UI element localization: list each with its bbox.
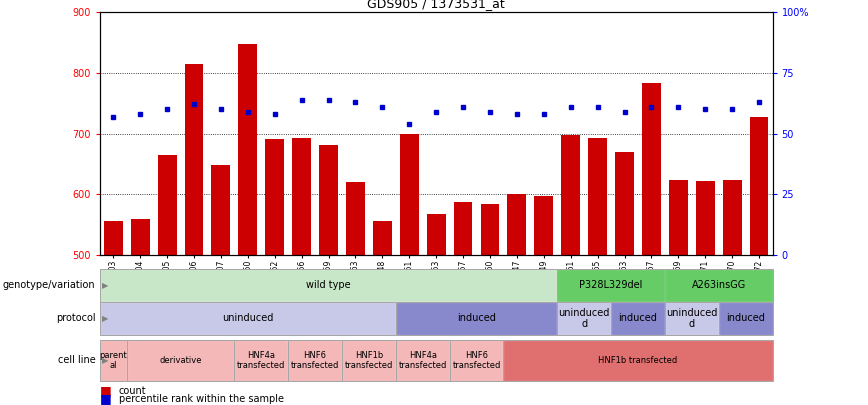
Bar (100, 302, 396, 335)
Bar (642, 83, 661, 255)
Text: P328L329del: P328L329del (579, 280, 643, 290)
Bar (127, 340, 234, 381)
Bar (427, 214, 445, 255)
Text: wild type: wild type (306, 280, 351, 290)
Bar (100, 269, 557, 302)
Bar (288, 340, 342, 381)
Bar (288, 340, 342, 381)
Title: GDS905 / 1373531_at: GDS905 / 1373531_at (367, 0, 505, 10)
Bar (158, 155, 176, 255)
Bar (234, 340, 288, 381)
Bar (750, 117, 768, 255)
Bar (562, 135, 580, 255)
Bar (342, 340, 396, 381)
Bar (557, 269, 665, 302)
Text: HNF6
transfected: HNF6 transfected (452, 351, 501, 370)
Bar (346, 182, 365, 255)
Text: genotype/variation: genotype/variation (3, 280, 95, 290)
Bar (396, 302, 557, 335)
Bar (503, 340, 773, 381)
Bar (535, 196, 553, 255)
Bar (100, 302, 396, 335)
Bar (557, 302, 611, 335)
Bar (396, 340, 450, 381)
Bar (100, 340, 127, 381)
Bar (481, 204, 499, 255)
Text: HNF1b
transfected: HNF1b transfected (345, 351, 393, 370)
Text: ■: ■ (100, 392, 112, 405)
Bar (696, 181, 714, 255)
Text: protocol: protocol (56, 313, 95, 323)
Bar (665, 269, 773, 302)
Text: ▶: ▶ (102, 281, 108, 290)
Text: derivative: derivative (160, 356, 201, 365)
Bar (239, 44, 257, 255)
Bar (615, 153, 634, 255)
Bar (100, 269, 557, 302)
Bar (589, 138, 607, 255)
Bar (503, 340, 773, 381)
Bar (557, 269, 665, 302)
Bar (669, 181, 687, 255)
Bar (104, 220, 122, 255)
Text: ▶: ▶ (102, 314, 108, 323)
Text: uninduced
d: uninduced d (666, 307, 718, 329)
Text: induced: induced (619, 313, 657, 323)
Bar (454, 202, 472, 255)
Bar (319, 145, 338, 255)
Bar (373, 221, 391, 255)
Bar (557, 302, 611, 335)
Bar (293, 138, 311, 255)
Text: count: count (119, 386, 147, 396)
Bar (342, 340, 396, 381)
Bar (100, 340, 127, 381)
Bar (611, 302, 665, 335)
Text: percentile rank within the sample: percentile rank within the sample (119, 394, 284, 404)
Bar (611, 302, 665, 335)
Bar (131, 219, 149, 255)
Bar (396, 340, 450, 381)
Text: uninduced: uninduced (222, 313, 273, 323)
Text: HNF6
transfected: HNF6 transfected (291, 351, 339, 370)
Text: HNF4a
transfected: HNF4a transfected (398, 351, 447, 370)
Text: ■: ■ (100, 384, 112, 397)
Bar (212, 165, 230, 255)
Bar (185, 64, 203, 255)
Bar (719, 302, 773, 335)
Text: ▶: ▶ (102, 356, 108, 365)
Bar (719, 302, 773, 335)
Bar (508, 194, 526, 255)
Bar (665, 302, 719, 335)
Text: HNF4a
transfected: HNF4a transfected (237, 351, 286, 370)
Text: parent
al: parent al (100, 351, 127, 370)
Bar (665, 269, 773, 302)
Text: A263insGG: A263insGG (692, 280, 746, 290)
Bar (665, 302, 719, 335)
Text: uninduced
d: uninduced d (558, 307, 610, 329)
Bar (723, 180, 741, 255)
Text: induced: induced (457, 313, 496, 323)
Text: induced: induced (727, 313, 765, 323)
Bar (450, 340, 503, 381)
Bar (234, 340, 288, 381)
Text: cell line: cell line (58, 356, 95, 365)
Bar (127, 340, 234, 381)
Bar (400, 134, 418, 255)
Bar (396, 302, 557, 335)
Bar (450, 340, 503, 381)
Bar (266, 139, 284, 255)
Text: HNF1b transfected: HNF1b transfected (598, 356, 678, 365)
